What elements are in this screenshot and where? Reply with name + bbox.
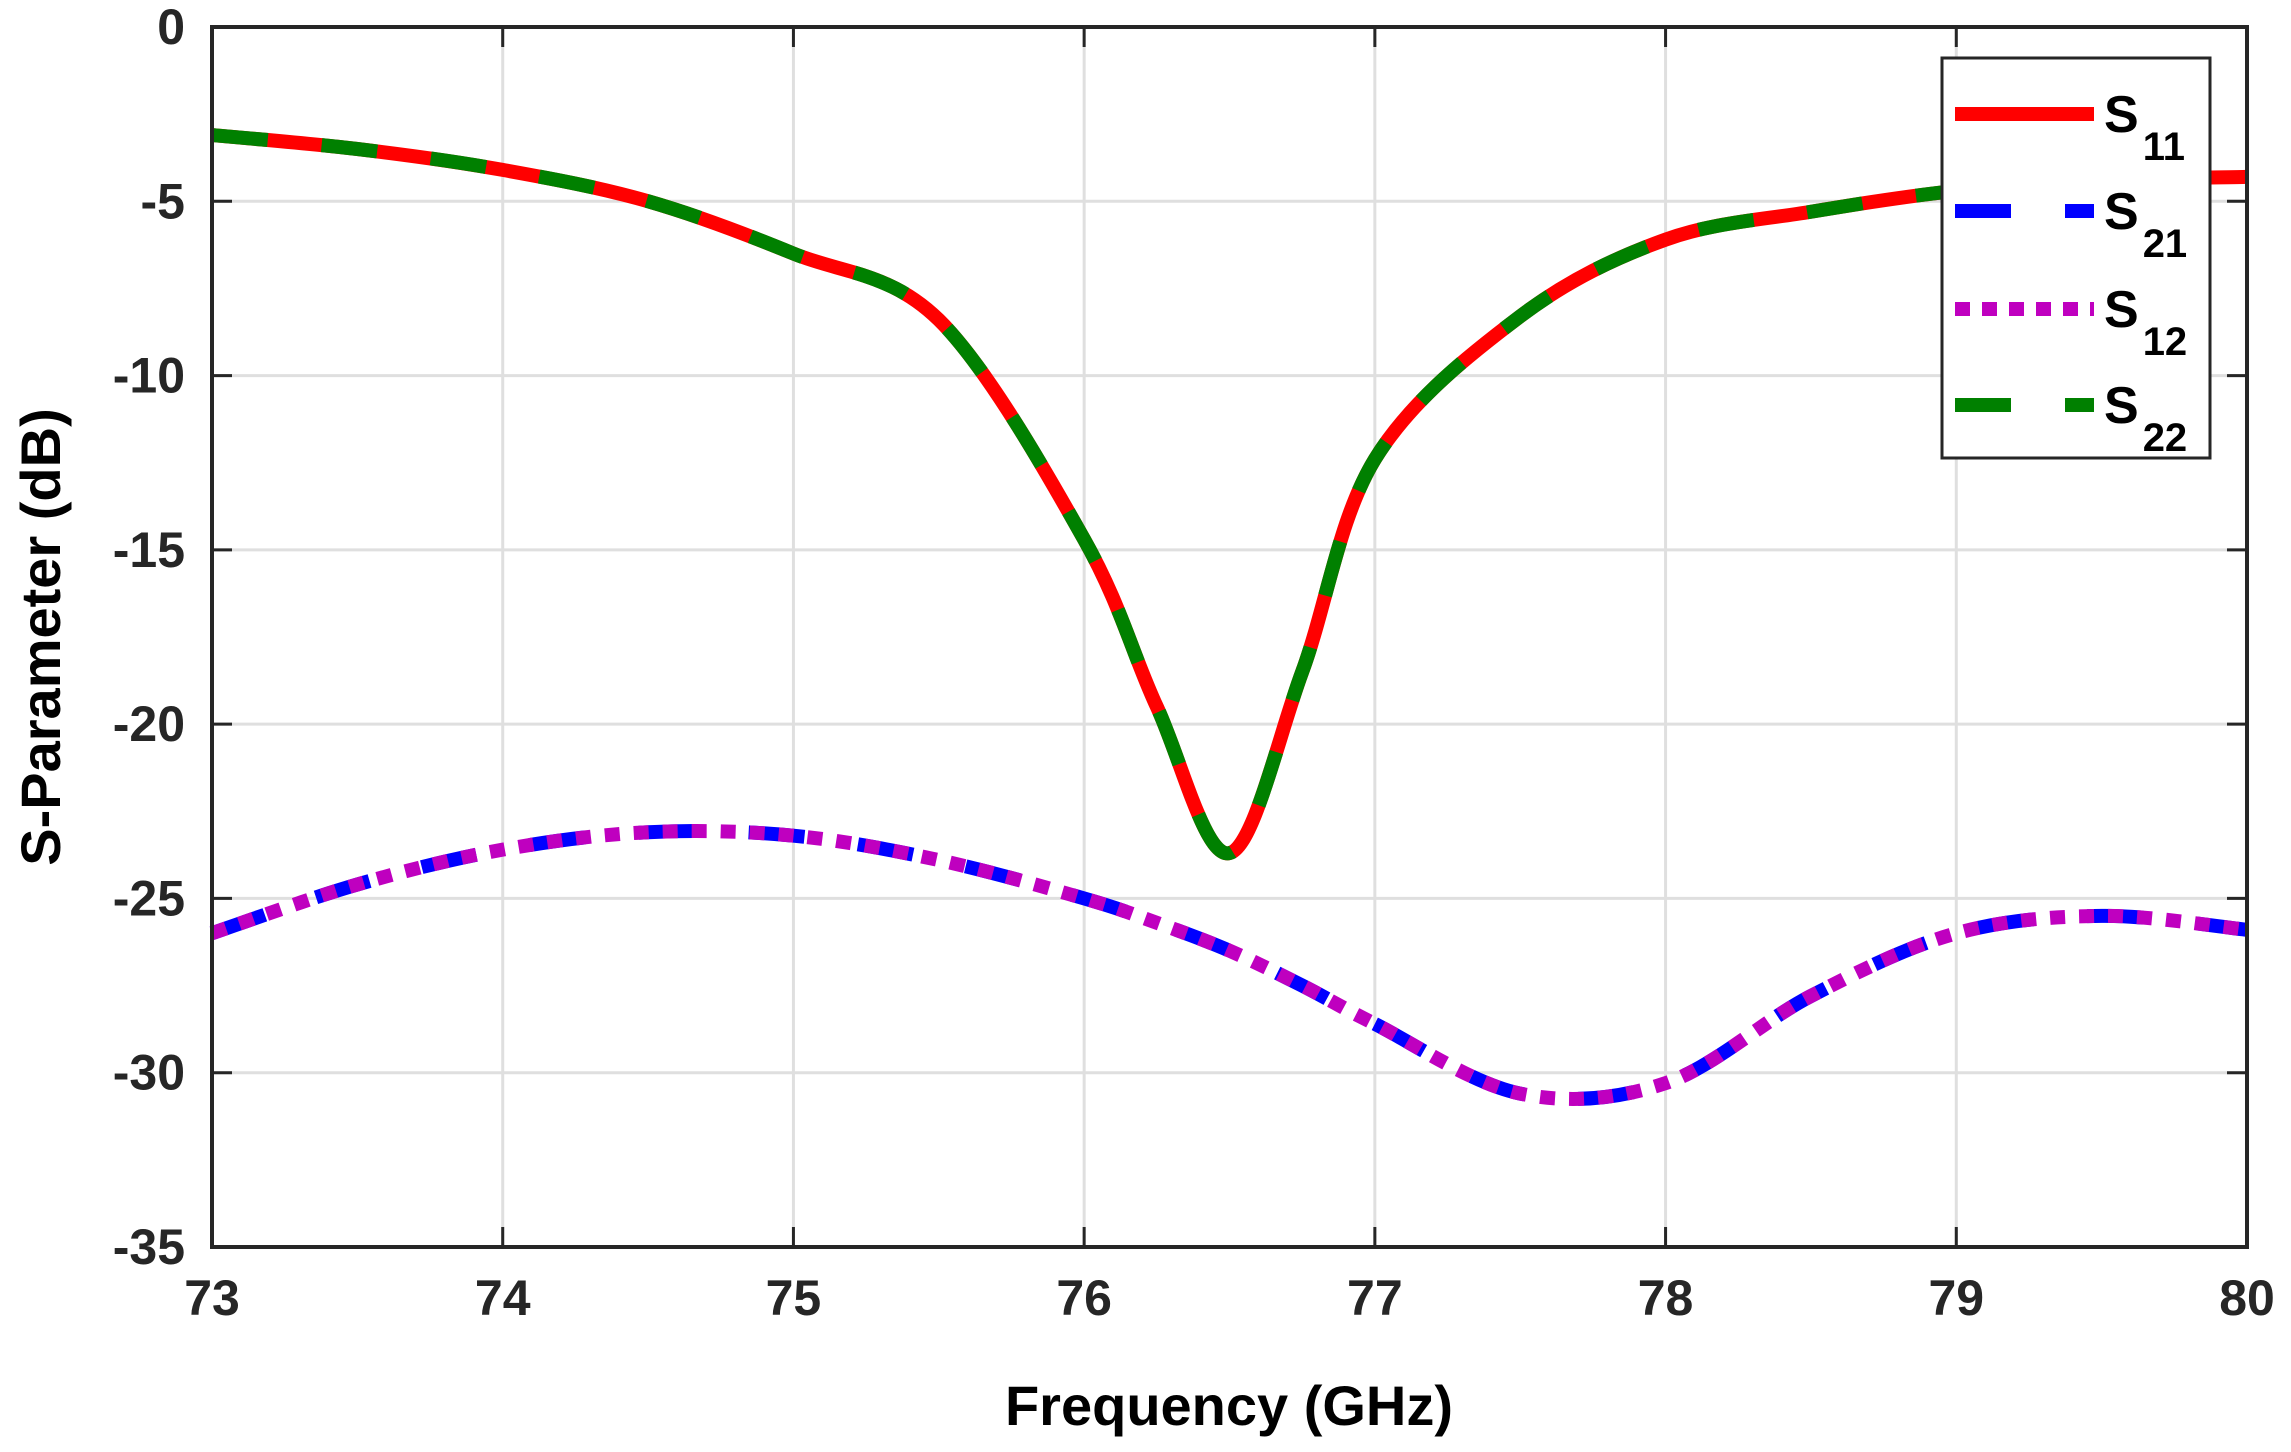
legend-label-subscript: 11 bbox=[2143, 125, 2185, 169]
x-tick-label: 79 bbox=[1928, 1270, 1984, 1326]
y-tick-labels: 0 -5 -10 -15 -20 -25 -30 -35 bbox=[113, 0, 185, 1275]
legend-label-main: S bbox=[2104, 281, 2139, 339]
legend-label-s22: S22 bbox=[2104, 377, 2187, 460]
legend-label-subscript: 21 bbox=[2143, 222, 2188, 266]
y-tick-label: -35 bbox=[113, 1219, 185, 1275]
curve-s22 bbox=[211, 128, 2248, 861]
legend-label-s12: S12 bbox=[2104, 281, 2187, 364]
legend-box bbox=[1940, 56, 2212, 460]
y-tick-label: -5 bbox=[141, 173, 185, 229]
y-tick-label: -20 bbox=[113, 696, 185, 752]
plot-frame bbox=[210, 25, 2249, 1249]
legend-label-main: S bbox=[2104, 86, 2139, 144]
y-tick-label: -10 bbox=[113, 348, 185, 404]
x-tick-label: 78 bbox=[1638, 1270, 1694, 1326]
y-tick-label: -15 bbox=[113, 522, 185, 578]
plot-curves bbox=[209, 128, 2248, 1106]
legend-label-main: S bbox=[2104, 183, 2139, 241]
y-tick-label: -25 bbox=[113, 870, 185, 926]
curve-s21 bbox=[209, 824, 2248, 1106]
x-tick-label: 73 bbox=[184, 1270, 240, 1326]
legend-label-s11: S11 bbox=[2104, 86, 2185, 169]
y-tick-label: -30 bbox=[113, 1045, 185, 1101]
legend-label-subscript: 12 bbox=[2143, 320, 2188, 364]
curve-s12 bbox=[209, 824, 2248, 1106]
y-tick-label: 0 bbox=[157, 0, 185, 55]
x-tick-label: 77 bbox=[1347, 1270, 1403, 1326]
x-axis-title: Frequency (GHz) bbox=[1005, 1374, 1453, 1437]
legend-label-subscript: 22 bbox=[2143, 416, 2188, 460]
y-axis-title: S-Parameter (dB) bbox=[9, 408, 72, 865]
x-tick-label: 75 bbox=[766, 1270, 822, 1326]
legend-label-main: S bbox=[2104, 377, 2139, 435]
x-tick-label: 76 bbox=[1056, 1270, 1112, 1326]
x-tick-labels: 73 74 75 76 77 78 79 80 bbox=[184, 1270, 2275, 1326]
x-tick-label: 80 bbox=[2219, 1270, 2275, 1326]
x-tick-label: 74 bbox=[475, 1270, 531, 1326]
legend-label-s21: S21 bbox=[2104, 183, 2187, 266]
axis-ticks bbox=[210, 25, 2249, 1249]
